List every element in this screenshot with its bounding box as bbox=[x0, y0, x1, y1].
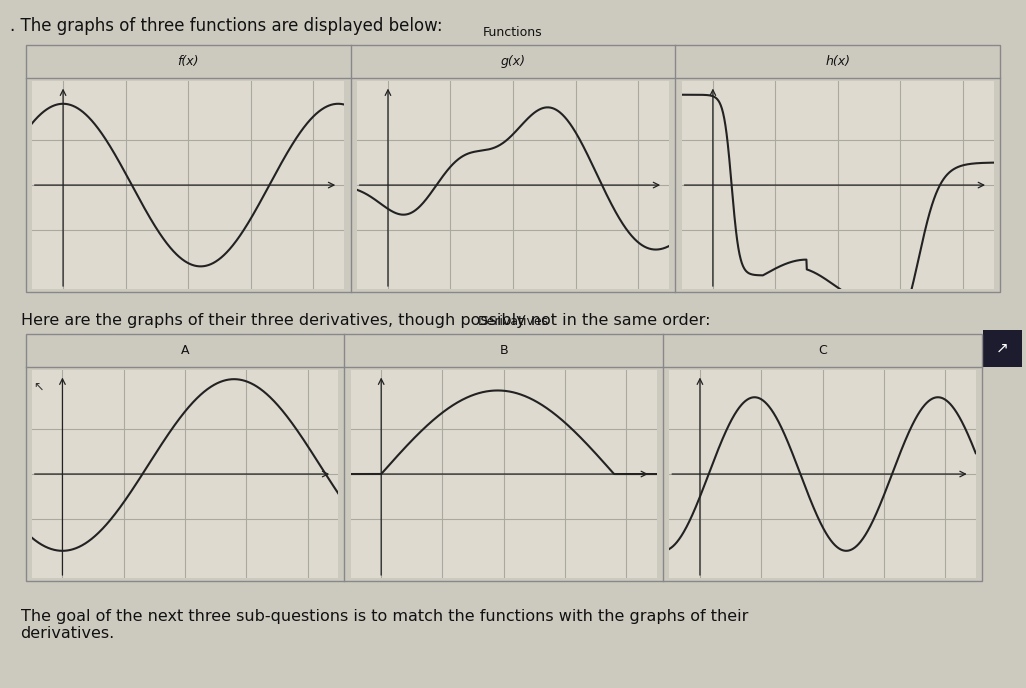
Text: . The graphs of three functions are displayed below:: . The graphs of three functions are disp… bbox=[10, 17, 443, 35]
Text: Here are the graphs of their three derivatives, though possibly not in the same : Here are the graphs of their three deriv… bbox=[21, 313, 710, 328]
Text: ↖: ↖ bbox=[33, 380, 43, 394]
Text: g(x): g(x) bbox=[501, 55, 525, 67]
Text: f(x): f(x) bbox=[177, 55, 199, 67]
Text: C: C bbox=[818, 344, 827, 356]
Text: Derivatives: Derivatives bbox=[477, 315, 549, 328]
Text: The goal of the next three sub-questions is to match the functions with the grap: The goal of the next three sub-questions… bbox=[21, 609, 748, 641]
Text: ↗: ↗ bbox=[996, 341, 1009, 356]
Text: h(x): h(x) bbox=[825, 55, 851, 67]
Text: Functions: Functions bbox=[483, 26, 543, 39]
Text: B: B bbox=[500, 344, 508, 356]
Text: A: A bbox=[181, 344, 189, 356]
